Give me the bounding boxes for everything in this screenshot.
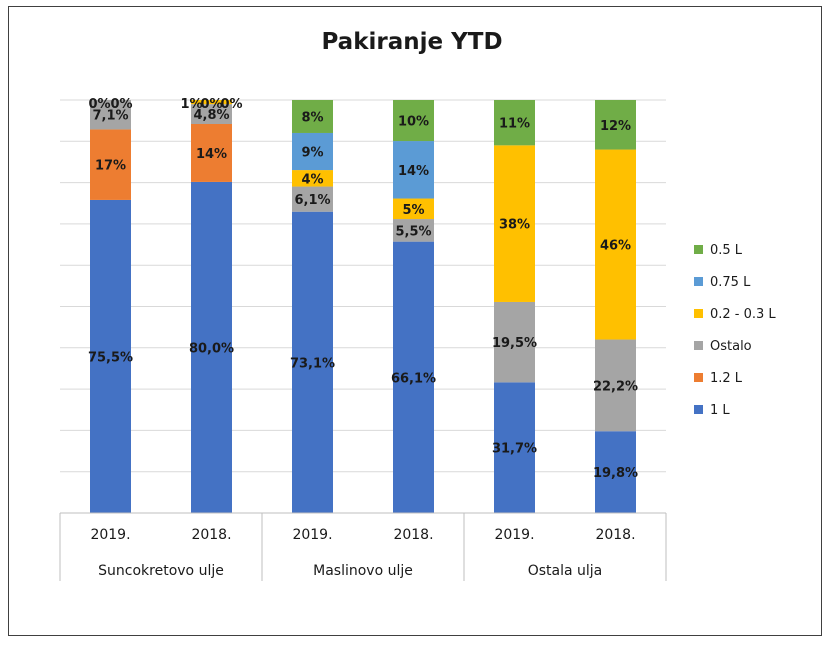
bar-segment [393,219,434,242]
data-label: 8% [301,110,323,125]
x-group-label: Ostala ulja [528,563,603,579]
bars [90,100,636,514]
legend-label: 1 L [710,403,730,418]
x-tick-label: 2018. [191,527,231,543]
data-label: 4,8% [193,108,229,123]
bar-segment [494,301,535,383]
x-tick-label: 2018. [595,527,635,543]
legend-label: Ostalo [710,339,752,354]
data-label: 22,2% [593,379,638,394]
x-tick-label: 2019. [292,527,332,543]
bar-segment [90,129,131,200]
bar-segment [90,199,131,513]
bar-segment [191,104,232,125]
x-axis: 2019. 2018. 2019. 2018. 2019. 2018. Suncokreto… [59,512,667,581]
data-label: 80,0% [189,341,234,356]
gridlines [60,99,666,514]
legend-label: 0.75 L [710,275,751,290]
bar-segment [90,100,131,130]
data-label: 14% [196,147,227,162]
bar-segment [292,132,333,171]
x-tick-label: 2018. [393,527,433,543]
legend-label: 1.2 L [710,371,743,386]
legend-swatch [694,277,703,286]
x-tick-label: 2019. [90,527,130,543]
bar-segment [494,100,535,146]
legend-swatch [694,245,703,254]
bar-segment [595,149,636,340]
data-label: 9% [301,146,323,161]
data-label: 19,5% [492,336,537,351]
data-label: 17% [95,159,126,174]
legend-swatch [694,309,703,318]
bar-segment [393,198,434,220]
data-label: 0% [200,97,222,112]
bar-segment [292,186,333,212]
bar-segment [393,100,434,142]
data-label: 19,8% [593,466,638,481]
bar-segment [595,100,636,150]
data-label: 31,7% [492,442,537,457]
data-label: 0% [220,97,242,112]
data-label: 0% [110,97,132,112]
data-label: 11% [499,117,530,132]
data-label: 5,5% [395,224,431,239]
data-label: 4% [301,172,323,187]
bar-segment [191,100,232,105]
data-labels: 75,5%17%7,1%0% 0%80,0%14%4,8%1%0%0%73,1%6… [88,97,638,481]
data-label: 6,1% [294,193,330,208]
bar-segment [292,170,333,187]
data-label: 12% [600,119,631,134]
x-group-label: Maslinovo ulje [313,563,413,579]
bar-segment [191,124,232,182]
data-label: 73,1% [290,356,335,371]
data-label: 5% [402,203,424,218]
data-label: 46% [600,239,631,254]
bar-segment [494,145,535,302]
x-group-label: Suncokretovo ulje [98,563,224,579]
legend: 0.5 L 0.75 L 0.2 - 0.3 L Ostalo 1.2 L 1 L [694,243,776,418]
data-label: 0% [88,97,110,112]
chart-title: Pakiranje YTD [321,29,502,55]
bar-segment [494,382,535,513]
bar-segment [393,141,434,199]
bar-segment [595,339,636,432]
data-label: 10% [398,115,429,130]
bar-segment [292,100,333,133]
bar-segment [292,211,333,514]
legend-swatch [694,373,703,382]
legend-label: 0.5 L [710,243,743,258]
x-tick-label: 2019. [494,527,534,543]
legend-swatch [694,341,703,350]
data-label: 14% [398,164,429,179]
bar-segment [595,431,636,513]
legend-label: 0.2 - 0.3 L [710,307,776,322]
bar-segment [191,181,232,514]
chart-frame: Pakiranje YTD 75,5% 17% 7,1% 0% 0% 80,0% 14% 4,… [8,6,822,636]
legend-swatch [694,405,703,414]
stacked-bar-chart: Pakiranje YTD 75,5%17%7,1%0% 0%80,0%14%4,… [59,29,776,581]
data-label: 75,5% [88,350,133,365]
data-label: 1% [180,97,202,112]
data-label: 66,1% [391,371,436,386]
bar-segment [393,241,434,513]
data-label: 7,1% [92,109,128,124]
data-label: 38% [499,218,530,233]
